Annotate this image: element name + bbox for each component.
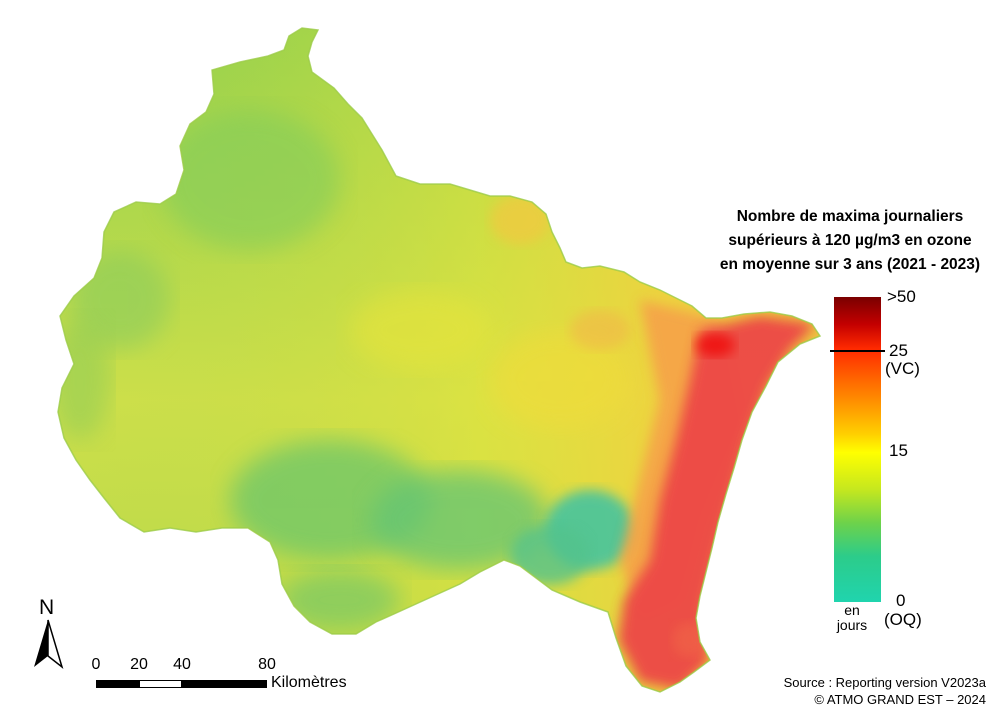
source-line-1: Source : Reporting version V2023a — [783, 675, 986, 690]
scale-tick-0: 0 — [91, 656, 101, 673]
legend-tick-max: >50 — [887, 287, 916, 306]
legend-title: Nombre de maxima journaliers supérieurs … — [700, 205, 1000, 277]
legend-title-line-1: Nombre de maxima journaliers — [736, 208, 964, 225]
legend-title-line-3: en moyenne sur 3 ans (2021 - 2023) — [719, 256, 981, 273]
scale-segment-3 — [182, 680, 267, 688]
scale-segment-2 — [139, 680, 182, 688]
scale-segment-1 — [96, 680, 139, 688]
scale-tick-80: 80 — [258, 656, 276, 673]
legend-vc-threshold-line — [830, 350, 885, 352]
legend-tick-mid: 15 — [889, 441, 908, 460]
north-arrow-icon — [34, 619, 64, 670]
scale-tick-20: 20 — [130, 656, 148, 673]
region-outline — [57, 27, 822, 693]
north-label: N — [39, 596, 55, 619]
legend-unit: en jours — [836, 602, 868, 633]
legend-tick-oq-label: (OQ) — [884, 610, 922, 629]
legend-tick-zero: 0 — [896, 591, 906, 610]
scale-tick-40: 40 — [173, 656, 191, 673]
legend-title-line-2: supérieurs à 120 µg/m3 en ozone — [728, 232, 972, 249]
scale-unit-label: Kilomètres — [271, 674, 347, 691]
source-credit: Source : Reporting version V2023a © ATMO… — [784, 674, 986, 708]
legend-tick-vc-value: 25 — [889, 341, 908, 360]
legend-colorbar — [834, 297, 881, 602]
legend-tick-vc-label: (VC) — [885, 359, 920, 378]
source-line-2: © ATMO GRAND EST – 2024 — [814, 692, 986, 707]
ozone-surface — [58, 28, 820, 692]
